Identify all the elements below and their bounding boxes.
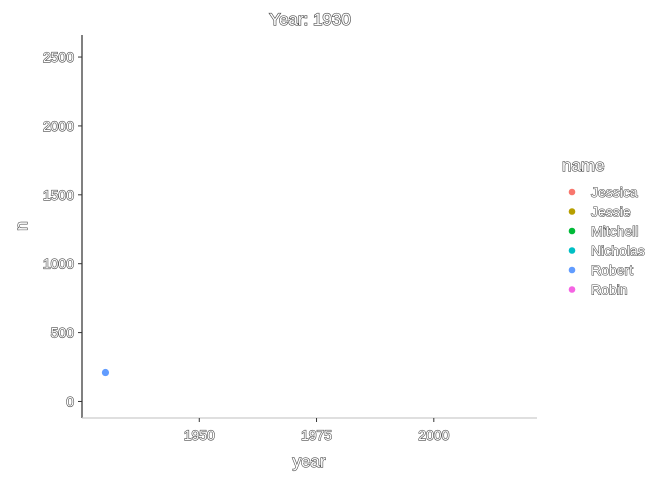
legend-key-robert bbox=[568, 266, 576, 274]
x-tick-label: 2000 bbox=[418, 427, 449, 443]
y-axis: 0 500 1000 1500 2000 2500 bbox=[42, 48, 82, 410]
legend-label: Nicholas bbox=[591, 243, 645, 259]
legend-key-jessica bbox=[568, 188, 576, 196]
legend-key-mitchell bbox=[568, 227, 576, 235]
y-tick-label: 0 bbox=[66, 393, 74, 409]
legend-key-nicholas bbox=[568, 247, 576, 254]
x-tick-label: 1975 bbox=[301, 427, 332, 443]
legend-key-robin bbox=[568, 286, 576, 293]
legend-label: Mitchell bbox=[591, 223, 638, 239]
legend-label: Jessica bbox=[591, 184, 638, 200]
legend-label: Jessie bbox=[591, 204, 631, 220]
legend-title: name bbox=[562, 156, 605, 175]
data-points bbox=[101, 368, 110, 377]
y-tick-label: 1000 bbox=[43, 256, 74, 272]
y-tick-label: 1500 bbox=[43, 187, 74, 203]
legend-label: Robert bbox=[591, 262, 633, 278]
legend-label: Robin bbox=[591, 282, 628, 298]
y-tick-label: 500 bbox=[51, 325, 75, 341]
x-axis-title: year bbox=[292, 452, 325, 471]
x-axis: 1950 1975 2000 bbox=[183, 418, 450, 444]
chart-title: Year: 1930 bbox=[269, 10, 351, 29]
y-tick-label: 2500 bbox=[43, 49, 74, 65]
legend: name Jessica Jessie Mitchell Nicholas Robert… bbox=[561, 155, 645, 298]
x-tick-label: 1950 bbox=[184, 427, 215, 443]
y-tick-label: 2000 bbox=[43, 118, 74, 134]
data-point-robert bbox=[101, 368, 110, 377]
y-axis-title: n bbox=[12, 221, 31, 230]
legend-key-jessie bbox=[568, 208, 576, 215]
